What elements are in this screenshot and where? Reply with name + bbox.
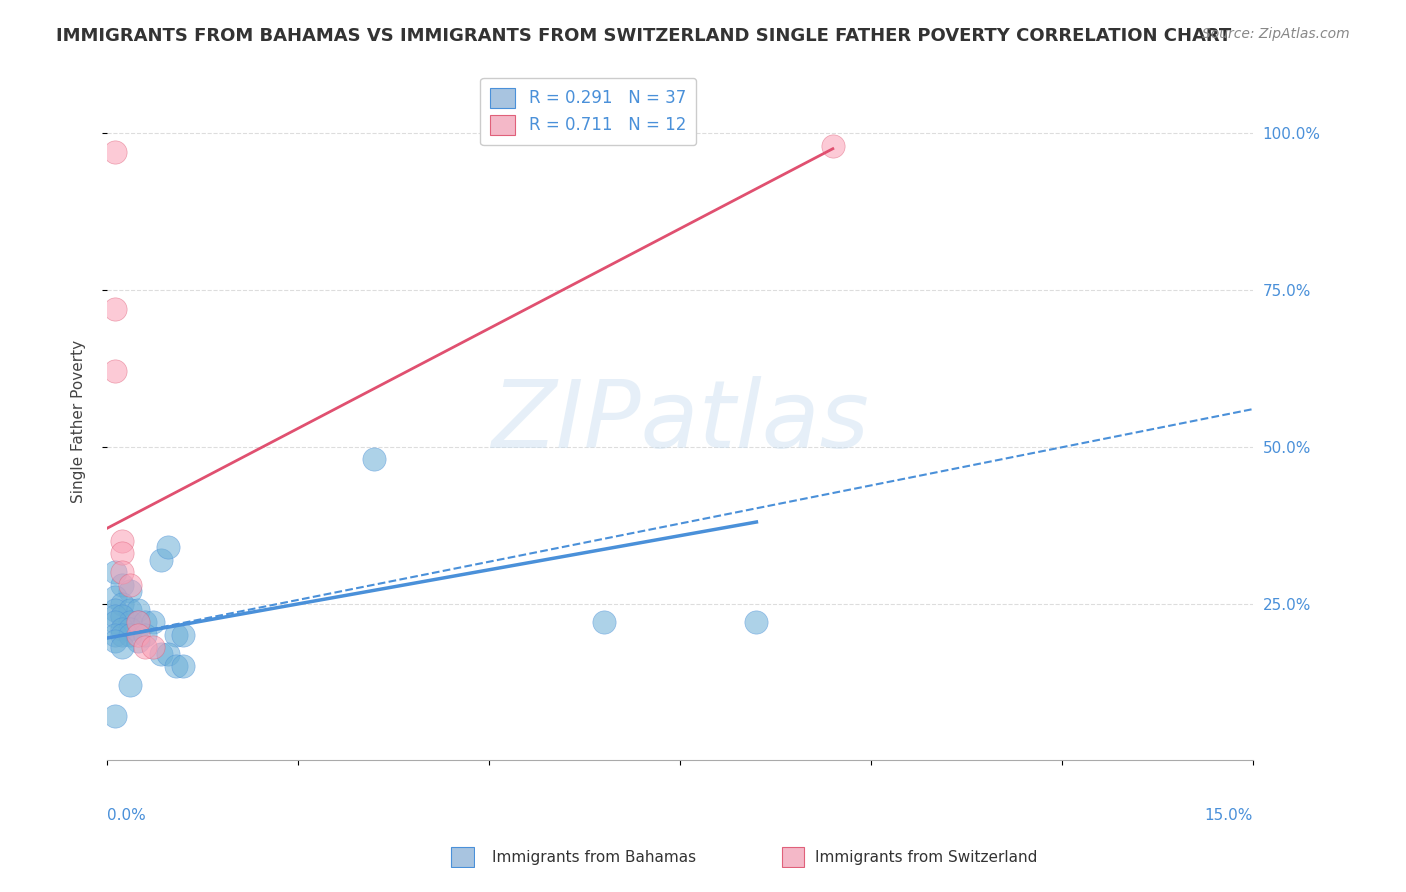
- Text: IMMIGRANTS FROM BAHAMAS VS IMMIGRANTS FROM SWITZERLAND SINGLE FATHER POVERTY COR: IMMIGRANTS FROM BAHAMAS VS IMMIGRANTS FR…: [56, 27, 1232, 45]
- Point: [127, 628, 149, 642]
- Point: [157, 647, 180, 661]
- Point: [745, 615, 768, 630]
- Point: [157, 540, 180, 554]
- Point: [127, 634, 149, 648]
- Text: 15.0%: 15.0%: [1205, 808, 1253, 822]
- Point: [134, 628, 156, 642]
- Point: [111, 533, 134, 548]
- Point: [127, 615, 149, 630]
- Point: [821, 138, 844, 153]
- Point: [104, 634, 127, 648]
- Point: [592, 615, 614, 630]
- Point: [127, 615, 149, 630]
- Point: [118, 615, 141, 630]
- Point: [104, 709, 127, 723]
- Point: [104, 603, 127, 617]
- Point: [111, 546, 134, 560]
- Point: [104, 301, 127, 316]
- Point: [104, 615, 127, 630]
- Point: [134, 640, 156, 655]
- Point: [149, 647, 172, 661]
- Point: [363, 452, 385, 467]
- Point: [104, 145, 127, 159]
- Point: [165, 628, 187, 642]
- Point: [127, 603, 149, 617]
- Point: [142, 615, 165, 630]
- Point: [111, 622, 134, 636]
- Point: [104, 565, 127, 579]
- Point: [149, 552, 172, 566]
- Point: [111, 597, 134, 611]
- Point: [111, 578, 134, 592]
- Point: [142, 640, 165, 655]
- Point: [111, 640, 134, 655]
- Point: [111, 565, 134, 579]
- Point: [172, 628, 194, 642]
- Point: [118, 584, 141, 599]
- Text: ZIPatlas: ZIPatlas: [491, 376, 869, 467]
- Point: [111, 609, 134, 624]
- Legend: R = 0.291   N = 37, R = 0.711   N = 12: R = 0.291 N = 37, R = 0.711 N = 12: [481, 78, 696, 145]
- Y-axis label: Single Father Poverty: Single Father Poverty: [72, 340, 86, 503]
- Point: [165, 659, 187, 673]
- Text: 0.0%: 0.0%: [107, 808, 146, 822]
- Point: [104, 628, 127, 642]
- Point: [118, 622, 141, 636]
- Point: [111, 628, 134, 642]
- Point: [172, 659, 194, 673]
- Text: Immigrants from Bahamas: Immigrants from Bahamas: [492, 850, 696, 865]
- Point: [104, 591, 127, 605]
- Point: [118, 578, 141, 592]
- Point: [118, 603, 141, 617]
- Point: [104, 364, 127, 378]
- Point: [104, 609, 127, 624]
- Point: [118, 678, 141, 692]
- Point: [118, 628, 141, 642]
- Text: Source: ZipAtlas.com: Source: ZipAtlas.com: [1202, 27, 1350, 41]
- Text: Immigrants from Switzerland: Immigrants from Switzerland: [815, 850, 1038, 865]
- Point: [134, 615, 156, 630]
